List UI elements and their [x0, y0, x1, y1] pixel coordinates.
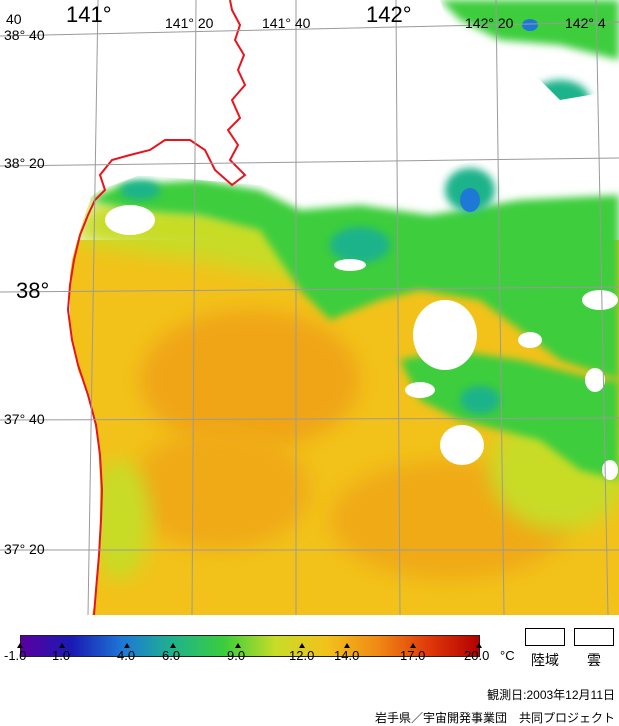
lat-label-38-20: 38° 20	[4, 155, 45, 171]
tick-mark	[344, 643, 350, 648]
land-label: 陸域	[531, 652, 559, 668]
observation-date: 観測日:2003年12月11日	[487, 688, 615, 702]
project-credit: 岩手県／宇宙開発事業団 共同プロジェクト	[374, 711, 615, 725]
tick-mark	[235, 643, 241, 648]
cloud-label: 雲	[587, 652, 601, 668]
tick-label: -1.0	[4, 648, 27, 663]
tick-label: 20.0	[464, 648, 490, 663]
lat-label-38: 38°	[16, 278, 50, 303]
lat-label-38-40: 38° 40	[4, 27, 45, 43]
tick-mark	[299, 643, 305, 648]
sst-cool-field	[90, 0, 619, 480]
lat-label-37-40: 37° 40	[4, 411, 45, 427]
lon-label-142-40: 142° 4	[565, 15, 606, 31]
sst-map: 40 141° 141° 20 141° 40 142° 142° 20 142…	[0, 0, 619, 615]
lon-label-141-40: 141° 40	[262, 15, 311, 31]
corner-label: 40	[6, 11, 22, 27]
tick-mark	[17, 643, 23, 648]
tick-label: 4.0	[117, 648, 136, 663]
tick-mark	[170, 643, 176, 648]
tick-mark	[476, 643, 482, 648]
cloud-swatch	[574, 628, 614, 646]
tick-mark	[124, 643, 130, 648]
tick-label: 1.0	[52, 648, 71, 663]
lon-label-141: 141°	[66, 2, 112, 27]
unit-label: °C	[500, 648, 515, 663]
tick-label: 17.0	[400, 648, 426, 663]
tick-label: 14.0	[334, 648, 360, 663]
tick-mark	[59, 643, 65, 648]
tick-label: 12.0	[289, 648, 315, 663]
tick-label: 6.0	[162, 648, 181, 663]
graticule	[0, 0, 619, 615]
lat-label-37-20: 37° 20	[4, 541, 45, 557]
lon-label-141-20: 141° 20	[165, 15, 214, 31]
tick-label: 9.0	[227, 648, 246, 663]
land-mask	[0, 0, 240, 615]
sst-map-graphic	[0, 0, 619, 615]
coastline	[66, 0, 247, 615]
tick-mark	[410, 643, 416, 648]
lon-label-142-20: 142° 20	[465, 15, 514, 31]
lon-label-142: 142°	[366, 2, 412, 27]
land-swatch	[525, 628, 565, 646]
